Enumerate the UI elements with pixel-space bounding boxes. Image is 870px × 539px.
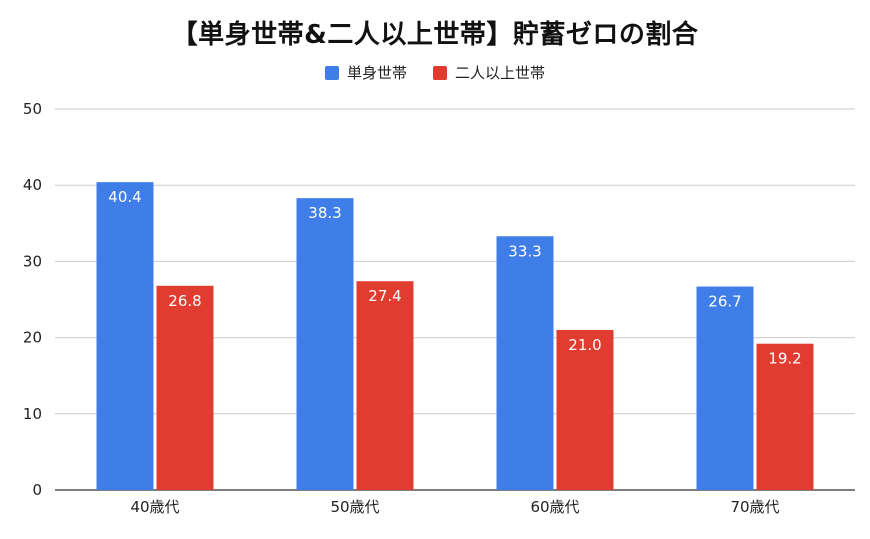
- bar: [156, 285, 214, 490]
- data-label: 40.4: [108, 188, 141, 206]
- legend-item-single: 単身世帯: [324, 62, 407, 83]
- y-tick-label: 50: [23, 100, 42, 118]
- legend-label-single: 単身世帯: [346, 64, 407, 82]
- chart-title: 【単身世帯&二人以上世帯】貯蓄ゼロの割合: [171, 20, 699, 50]
- x-tick-label: 50歳代: [330, 498, 379, 516]
- data-label: 33.3: [508, 242, 541, 260]
- y-tick-label: 10: [23, 405, 42, 423]
- bar: [556, 329, 614, 490]
- bar: [356, 281, 414, 490]
- x-tick-label: 60歳代: [530, 498, 579, 516]
- bar: [496, 236, 554, 490]
- bar: [756, 343, 814, 490]
- legend-label-multi: 二人以上世帯: [455, 64, 546, 82]
- data-label: 26.8: [168, 292, 201, 310]
- y-tick-label: 20: [23, 329, 42, 347]
- data-label: 38.3: [308, 204, 341, 222]
- bar: [696, 286, 754, 490]
- legend-swatch-single: [324, 65, 339, 80]
- data-label: 19.2: [768, 350, 801, 368]
- x-tick-label: 40歳代: [130, 498, 179, 516]
- legend-swatch-multi: [433, 65, 447, 80]
- y-tick-label: 40: [23, 176, 42, 194]
- legend: 単身世帯 二人以上世帯: [0, 62, 870, 83]
- bar: [296, 198, 354, 491]
- x-tick-label: 70歳代: [730, 498, 779, 516]
- data-label: 27.4: [368, 287, 401, 305]
- legend-item-multi: 二人以上世帯: [433, 62, 545, 83]
- data-label: 21.0: [568, 336, 601, 354]
- bar: [96, 182, 154, 491]
- y-tick-label: 0: [32, 481, 42, 499]
- y-tick-label: 30: [23, 252, 42, 270]
- data-label: 26.7: [708, 293, 741, 311]
